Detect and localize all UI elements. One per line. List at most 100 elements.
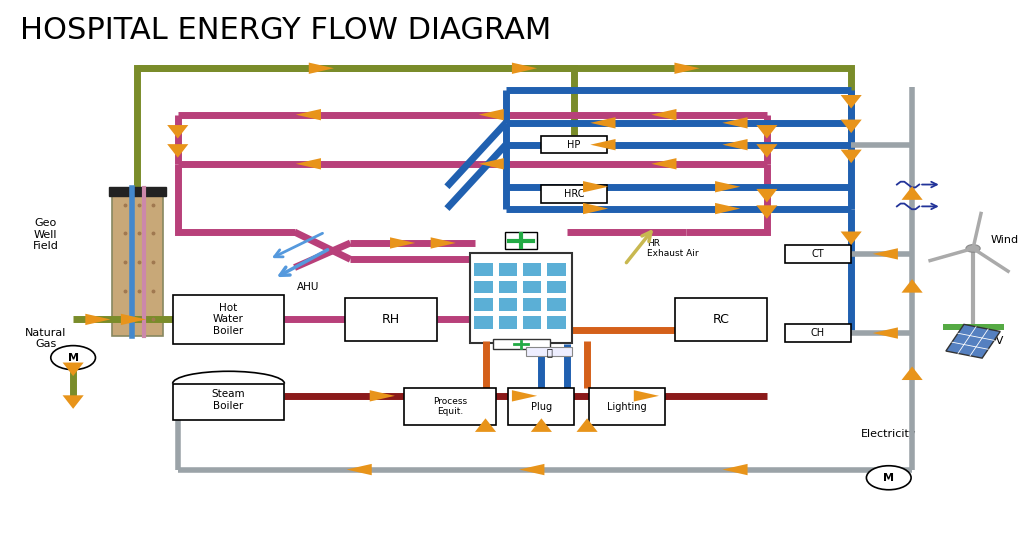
Polygon shape bbox=[757, 144, 777, 158]
Polygon shape bbox=[634, 390, 659, 401]
Circle shape bbox=[866, 466, 911, 490]
Polygon shape bbox=[577, 418, 598, 432]
Polygon shape bbox=[431, 238, 456, 248]
Polygon shape bbox=[121, 314, 146, 325]
Polygon shape bbox=[167, 125, 188, 139]
FancyBboxPatch shape bbox=[173, 295, 285, 344]
FancyBboxPatch shape bbox=[784, 324, 851, 342]
Polygon shape bbox=[841, 95, 862, 109]
Polygon shape bbox=[757, 125, 777, 139]
Polygon shape bbox=[715, 203, 740, 214]
Text: ⛑: ⛑ bbox=[547, 347, 552, 357]
Polygon shape bbox=[583, 203, 608, 214]
Polygon shape bbox=[62, 395, 84, 409]
FancyBboxPatch shape bbox=[474, 281, 493, 294]
FancyBboxPatch shape bbox=[784, 245, 851, 263]
Polygon shape bbox=[757, 189, 777, 203]
Text: HOSPITAL ENERGY FLOW DIAGRAM: HOSPITAL ENERGY FLOW DIAGRAM bbox=[20, 16, 552, 45]
Polygon shape bbox=[530, 418, 552, 432]
Text: HRC: HRC bbox=[563, 189, 584, 199]
Polygon shape bbox=[901, 366, 923, 380]
Polygon shape bbox=[85, 314, 111, 325]
Text: CH: CH bbox=[811, 328, 824, 338]
Text: Lighting: Lighting bbox=[607, 402, 646, 412]
FancyBboxPatch shape bbox=[548, 281, 565, 294]
FancyBboxPatch shape bbox=[508, 388, 574, 425]
Text: PV: PV bbox=[990, 336, 1005, 346]
Text: Geo
Well
Field: Geo Well Field bbox=[33, 218, 58, 251]
Polygon shape bbox=[841, 120, 862, 133]
Text: Plug: Plug bbox=[530, 402, 552, 412]
FancyBboxPatch shape bbox=[112, 188, 163, 336]
FancyBboxPatch shape bbox=[499, 264, 517, 276]
FancyBboxPatch shape bbox=[493, 339, 550, 349]
FancyBboxPatch shape bbox=[474, 316, 493, 329]
FancyBboxPatch shape bbox=[523, 264, 542, 276]
Text: RH: RH bbox=[382, 313, 400, 326]
Polygon shape bbox=[475, 418, 496, 432]
Polygon shape bbox=[715, 181, 740, 192]
FancyBboxPatch shape bbox=[474, 298, 493, 311]
FancyBboxPatch shape bbox=[548, 298, 565, 311]
FancyBboxPatch shape bbox=[404, 388, 496, 425]
Text: AHU: AHU bbox=[297, 282, 318, 292]
Text: HR
Exhaust Air: HR Exhaust Air bbox=[647, 239, 698, 258]
Text: Hot
Water
Boiler: Hot Water Boiler bbox=[213, 303, 244, 336]
Polygon shape bbox=[390, 238, 415, 248]
Polygon shape bbox=[722, 117, 748, 128]
FancyBboxPatch shape bbox=[474, 264, 493, 276]
Polygon shape bbox=[651, 158, 677, 169]
Polygon shape bbox=[722, 464, 748, 475]
Circle shape bbox=[51, 346, 95, 370]
FancyBboxPatch shape bbox=[523, 298, 542, 311]
Polygon shape bbox=[841, 150, 862, 163]
FancyBboxPatch shape bbox=[676, 298, 767, 341]
Text: RC: RC bbox=[713, 313, 729, 326]
FancyBboxPatch shape bbox=[541, 185, 607, 203]
FancyBboxPatch shape bbox=[499, 281, 517, 294]
Polygon shape bbox=[901, 279, 923, 293]
FancyBboxPatch shape bbox=[942, 324, 1004, 330]
Polygon shape bbox=[512, 390, 538, 401]
Text: Process
Equit.: Process Equit. bbox=[433, 397, 467, 417]
Polygon shape bbox=[590, 117, 615, 128]
FancyBboxPatch shape bbox=[109, 187, 166, 196]
FancyBboxPatch shape bbox=[173, 383, 285, 420]
FancyBboxPatch shape bbox=[526, 347, 571, 357]
Polygon shape bbox=[583, 181, 608, 192]
Polygon shape bbox=[519, 464, 545, 475]
Text: Natural
Gas: Natural Gas bbox=[25, 328, 67, 349]
Text: M: M bbox=[68, 353, 79, 363]
Polygon shape bbox=[512, 63, 538, 74]
Polygon shape bbox=[722, 139, 748, 150]
Polygon shape bbox=[309, 63, 334, 74]
Polygon shape bbox=[478, 109, 504, 120]
FancyBboxPatch shape bbox=[499, 316, 517, 329]
FancyBboxPatch shape bbox=[505, 232, 538, 249]
Polygon shape bbox=[370, 390, 395, 401]
Polygon shape bbox=[651, 109, 677, 120]
Text: M: M bbox=[884, 473, 894, 483]
Polygon shape bbox=[872, 248, 898, 259]
Polygon shape bbox=[841, 232, 862, 245]
Polygon shape bbox=[478, 158, 504, 169]
FancyBboxPatch shape bbox=[548, 316, 565, 329]
Polygon shape bbox=[590, 139, 615, 150]
Polygon shape bbox=[346, 464, 372, 475]
FancyBboxPatch shape bbox=[345, 298, 437, 341]
Circle shape bbox=[966, 245, 980, 252]
Polygon shape bbox=[167, 144, 188, 158]
Text: CT: CT bbox=[811, 249, 824, 259]
Polygon shape bbox=[872, 328, 898, 339]
FancyBboxPatch shape bbox=[523, 316, 542, 329]
FancyBboxPatch shape bbox=[523, 281, 542, 294]
Text: Electricity: Electricity bbox=[861, 429, 916, 439]
FancyBboxPatch shape bbox=[589, 388, 665, 425]
Polygon shape bbox=[675, 63, 699, 74]
Polygon shape bbox=[296, 109, 321, 120]
Text: Steam
Boiler: Steam Boiler bbox=[212, 389, 246, 411]
Polygon shape bbox=[901, 186, 923, 200]
Polygon shape bbox=[757, 205, 777, 219]
FancyBboxPatch shape bbox=[499, 298, 517, 311]
FancyBboxPatch shape bbox=[548, 264, 565, 276]
